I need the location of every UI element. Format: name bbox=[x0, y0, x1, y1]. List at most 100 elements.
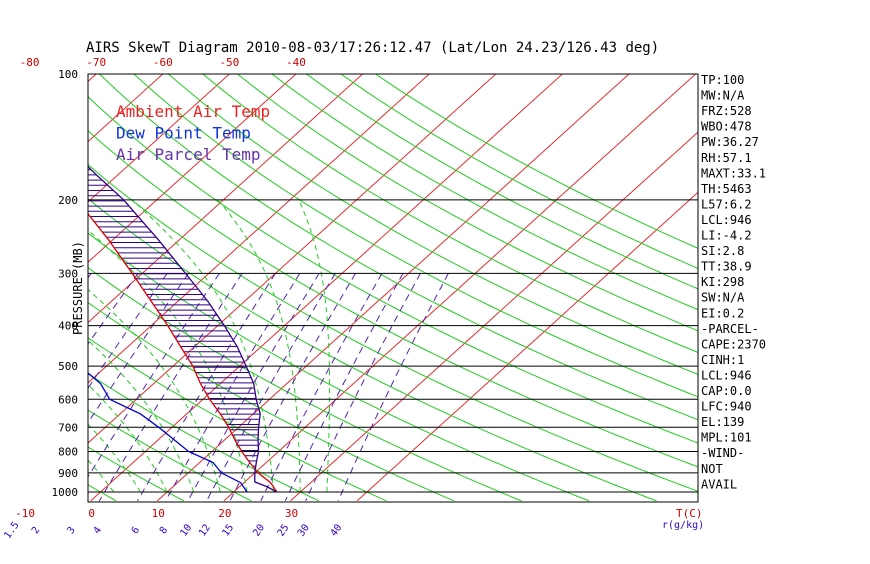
stats-line: LI:-4.2 bbox=[701, 229, 752, 243]
dry-adiabat-line bbox=[375, 74, 698, 249]
dry-adiabat-line bbox=[168, 74, 698, 375]
dry-adiabat-line bbox=[271, 74, 698, 311]
top-temp-tick-label: -80 bbox=[20, 56, 40, 69]
moist-adiabat-line bbox=[0, 200, 34, 492]
stats-line: TH:5463 bbox=[701, 182, 752, 196]
top-temp-tick-label: -60 bbox=[153, 56, 173, 69]
dewpoint-line bbox=[88, 372, 248, 493]
moist-adiabat-line bbox=[0, 200, 61, 492]
dry-adiabat-line bbox=[88, 484, 117, 502]
stats-line: TP:100 bbox=[701, 73, 744, 87]
mixing-ratio-unit-label: r(g/kg) bbox=[662, 520, 704, 531]
mixing-ratio-line bbox=[88, 273, 139, 345]
dry-adiabat-line bbox=[88, 164, 698, 492]
mixing-ratio-line bbox=[137, 273, 276, 502]
cape-hatch bbox=[88, 169, 261, 467]
pressure-tick-label: 200 bbox=[58, 194, 78, 207]
pressure-tick-label: 700 bbox=[58, 421, 78, 434]
moist-adiabat-line bbox=[88, 423, 141, 493]
parcel-temp-line bbox=[88, 165, 278, 493]
pressure-tick-label: 600 bbox=[58, 393, 78, 406]
mixing-ratio-tick-label: 20 bbox=[251, 522, 267, 538]
mixing-ratio-line bbox=[206, 273, 336, 502]
mixing-ratio-tick-label: 1.5 bbox=[2, 520, 21, 541]
dry-adiabat-line bbox=[202, 74, 698, 353]
bottom-temp-tick-label: 20 bbox=[218, 507, 231, 520]
mixing-ratio-line bbox=[88, 273, 168, 390]
pressure-tick-label: 100 bbox=[58, 68, 78, 81]
dry-adiabat-line bbox=[133, 74, 698, 398]
pressure-tick-label: 800 bbox=[58, 445, 78, 458]
x-axis-unit-label: T(C) bbox=[676, 507, 703, 520]
stats-line: FRZ:528 bbox=[701, 104, 752, 118]
chart-axes: 1002003004005006007008009001000PRESSURE … bbox=[2, 56, 704, 541]
dry-adiabat-line bbox=[88, 96, 698, 444]
mixing-ratio-tick-label: 4 bbox=[92, 525, 104, 536]
mixing-ratio-tick-label: 40 bbox=[329, 522, 345, 538]
ambient-temp-line bbox=[88, 212, 278, 493]
mixing-ratio-tick-label: 2 bbox=[30, 525, 42, 536]
stats-line: WBO:478 bbox=[701, 120, 752, 134]
bottom-temp-tick-label: 30 bbox=[285, 507, 298, 520]
moist-adiabat-line bbox=[298, 199, 331, 493]
isotherm-line bbox=[88, 74, 430, 384]
top-temp-tick-label: -50 bbox=[219, 56, 239, 69]
mixing-ratio-tick-label: 12 bbox=[197, 522, 213, 538]
dry-adiabat-line bbox=[88, 409, 252, 502]
dry-adiabat-line bbox=[340, 74, 698, 269]
stats-line: CINH:1 bbox=[701, 353, 744, 367]
mixing-ratio-line bbox=[88, 273, 189, 424]
bottom-temp-tick-label: 0 bbox=[88, 507, 95, 520]
mixing-ratio-tick-label: 3 bbox=[65, 525, 77, 536]
pressure-tick-label: 900 bbox=[58, 467, 78, 480]
stats-line: LCL:946 bbox=[701, 213, 752, 227]
stats-line: SI:2.8 bbox=[701, 244, 744, 258]
pressure-tick-label: 300 bbox=[58, 267, 78, 280]
chart-grid bbox=[0, 74, 698, 502]
bottom-temp-tick-label: 10 bbox=[152, 507, 165, 520]
sounding-lines bbox=[88, 165, 278, 493]
dry-adiabat-line bbox=[306, 74, 698, 290]
pressure-tick-label: 1000 bbox=[52, 486, 79, 499]
stats-line: EI:0.2 bbox=[701, 306, 744, 320]
mixing-ratio-line bbox=[260, 273, 383, 502]
mixing-ratio-tick-label: 15 bbox=[220, 522, 236, 538]
dry-adiabat-line bbox=[237, 74, 698, 332]
stats-line: CAP:0.0 bbox=[701, 384, 752, 398]
isotherm-line bbox=[290, 131, 698, 502]
dry-adiabat-line bbox=[88, 373, 320, 502]
dry-adiabat-line bbox=[0, 74, 49, 501]
stats-line: RH:57.1 bbox=[701, 151, 752, 165]
mixing-ratio-line bbox=[88, 273, 220, 478]
stats-line: TT:38.9 bbox=[701, 260, 752, 274]
moist-adiabat-line bbox=[88, 288, 221, 493]
mixing-ratio-tick-label: 25 bbox=[276, 522, 292, 538]
mixing-ratio-tick-label: 8 bbox=[158, 525, 170, 536]
dry-adiabat-line bbox=[88, 337, 387, 502]
isotherm-line bbox=[356, 191, 698, 502]
mixing-ratio-line bbox=[0, 273, 34, 501]
stats-line: -PARCEL- bbox=[701, 322, 759, 336]
stats-line: AVAIL bbox=[701, 477, 737, 491]
legend-entry: Ambient Air Temp bbox=[116, 102, 270, 121]
stats-line: LFC:940 bbox=[701, 400, 752, 414]
dry-adiabat-line bbox=[88, 267, 522, 502]
dry-adiabat-line bbox=[88, 198, 657, 502]
stats-line: CAPE:2370 bbox=[701, 337, 766, 351]
mixing-ratio-line bbox=[284, 273, 404, 502]
stats-line: EL:139 bbox=[701, 415, 744, 429]
stats-line: -WIND- bbox=[701, 446, 744, 460]
legend-entry: Air Parcel Temp bbox=[116, 145, 261, 164]
stats-line: MPL:101 bbox=[701, 431, 752, 445]
isotherm-line bbox=[156, 74, 630, 502]
pressure-tick-label: 500 bbox=[58, 360, 78, 373]
dry-adiabat-line bbox=[88, 301, 455, 502]
isotherm-line bbox=[88, 74, 363, 324]
dry-adiabat-line bbox=[88, 446, 185, 502]
mixing-ratio-tick-label: 30 bbox=[296, 522, 312, 538]
isotherm-line bbox=[223, 74, 696, 502]
mixing-ratio-line bbox=[98, 273, 243, 502]
